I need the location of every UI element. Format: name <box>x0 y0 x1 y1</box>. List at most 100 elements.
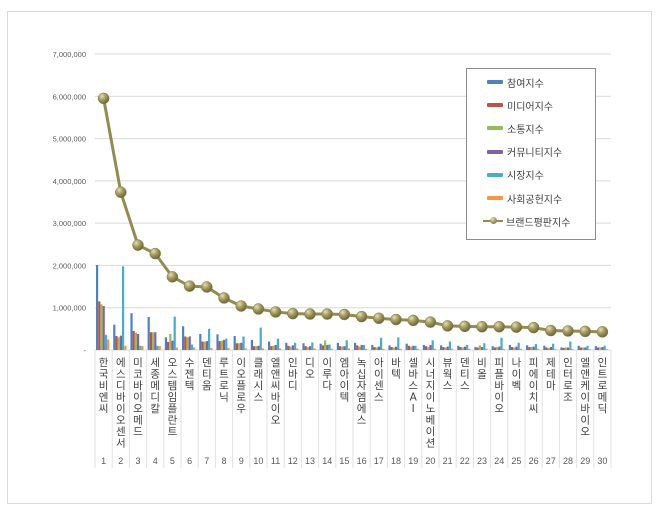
x-category-label: 수 <box>185 357 195 369</box>
bar-series <box>96 265 608 350</box>
x-category-label: 이 <box>580 392 590 404</box>
bar <box>562 347 565 350</box>
bar <box>429 344 432 350</box>
bar <box>216 334 219 350</box>
bar <box>493 347 496 350</box>
bar <box>532 346 535 350</box>
bar <box>586 345 589 350</box>
bar <box>356 345 359 350</box>
bar <box>158 346 161 350</box>
x-category-label: 플 <box>494 369 504 381</box>
x-category-label: 코 <box>133 369 143 381</box>
x-category-label: 이 <box>340 380 350 392</box>
bar <box>543 345 546 350</box>
line-marker <box>97 92 110 105</box>
bar <box>132 330 135 350</box>
bar <box>328 344 331 350</box>
rank-label: 4 <box>153 456 158 466</box>
bar <box>302 343 305 350</box>
bar <box>564 347 567 350</box>
x-category-label: 이 <box>426 426 436 438</box>
bar <box>147 317 150 350</box>
rank-label: 24 <box>494 456 504 466</box>
line-marker <box>183 280 196 292</box>
bar <box>285 342 288 350</box>
bar <box>371 344 374 350</box>
x-category-label: 이 <box>116 403 126 415</box>
x-category-label: 국 <box>99 369 109 381</box>
x-category-label: 엠 <box>357 392 367 404</box>
bar <box>117 337 120 350</box>
bar <box>203 341 206 350</box>
bar <box>534 344 537 350</box>
bar <box>500 337 503 350</box>
rank-label: 13 <box>305 456 315 466</box>
x-category-label: 로 <box>236 392 246 404</box>
bar <box>141 346 144 350</box>
bar <box>483 343 486 350</box>
y-tick-label: 5,000,000 <box>53 135 86 144</box>
bar <box>113 324 116 350</box>
bar <box>244 348 247 350</box>
bar <box>324 340 327 350</box>
line-marker <box>218 292 230 304</box>
x-category-label: A <box>410 392 418 404</box>
x-category-label: 스 <box>460 380 470 392</box>
rank-label: 7 <box>204 456 209 466</box>
bar <box>149 332 152 350</box>
x-category-label: 너 <box>426 369 436 381</box>
x-category-label: 이 <box>494 392 504 404</box>
x-category-label: 플 <box>168 403 178 415</box>
x-category-label: 루 <box>322 369 332 381</box>
bar <box>321 345 324 350</box>
x-category-label: 바 <box>408 369 418 381</box>
x-category-label: 바 <box>116 392 126 404</box>
bar <box>199 333 202 350</box>
x-category-label: 비 <box>477 357 487 369</box>
x-category-label: 메 <box>133 415 143 427</box>
x-category-label: 디 <box>116 380 126 392</box>
rank-label: 29 <box>580 456 590 466</box>
bar <box>156 345 159 350</box>
line-marker <box>562 325 574 337</box>
bar <box>577 345 580 350</box>
line-marker <box>579 325 591 338</box>
x-category-label: 셀 <box>408 357 418 369</box>
bar <box>584 347 587 350</box>
bar <box>427 347 430 350</box>
bar <box>190 344 193 350</box>
x-category-label: 스 <box>254 392 264 404</box>
bar <box>122 266 125 350</box>
bar <box>289 346 292 350</box>
rank-label: 11 <box>271 456 280 466</box>
bar <box>330 348 333 350</box>
x-category-label: 바 <box>271 392 281 404</box>
bar <box>233 336 236 350</box>
bar <box>392 347 395 350</box>
x-category-label: 엘 <box>271 356 281 369</box>
bar <box>268 341 271 350</box>
bar <box>188 336 191 350</box>
legend-label: 시장지수 <box>507 171 544 183</box>
rank-label: 22 <box>460 456 470 466</box>
x-category-label: 로 <box>563 380 573 392</box>
line-marker <box>166 271 179 283</box>
x-category-label: 스 <box>408 380 418 392</box>
x-category-label: 메 <box>150 380 160 392</box>
x-category-label: 엘 <box>580 356 590 369</box>
x-category-label: 텍 <box>391 369 401 381</box>
rank-label: 23 <box>477 456 487 466</box>
bar <box>274 344 277 350</box>
rank-label: 5 <box>170 456 175 466</box>
bar <box>537 348 540 350</box>
bar <box>481 347 484 350</box>
bar <box>468 348 471 350</box>
x-category-label: 트 <box>219 369 229 381</box>
bar <box>552 343 555 350</box>
x-category-label: 조 <box>563 392 573 404</box>
bar <box>304 346 307 350</box>
bar <box>287 345 290 350</box>
rank-label: 10 <box>253 456 263 466</box>
x-category-label: 이 <box>236 357 246 369</box>
bar <box>257 345 260 350</box>
